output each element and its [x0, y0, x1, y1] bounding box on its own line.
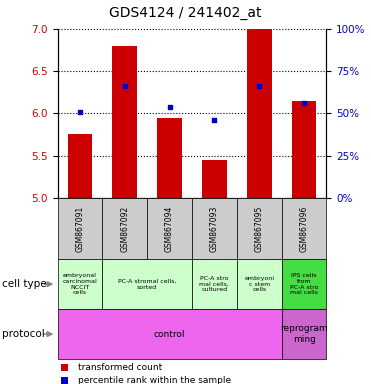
- Bar: [237, 198, 282, 259]
- Bar: [147, 198, 192, 259]
- Text: cell type: cell type: [2, 279, 46, 289]
- Text: PC-A stromal cells,
sorted: PC-A stromal cells, sorted: [118, 279, 176, 290]
- Bar: [282, 259, 326, 309]
- Point: [122, 83, 128, 89]
- Text: embryonal
carcinomal
NCCIT
cells: embryonal carcinomal NCCIT cells: [63, 273, 97, 295]
- Bar: [282, 198, 326, 259]
- Point: [211, 117, 217, 123]
- Text: transformed count: transformed count: [78, 363, 162, 372]
- Point: [256, 83, 262, 89]
- Text: reprogram
ming: reprogram ming: [280, 324, 328, 344]
- Text: PC-A stro
mal cells,
cultured: PC-A stro mal cells, cultured: [200, 276, 229, 293]
- Bar: [102, 259, 192, 309]
- Text: GSM867091: GSM867091: [75, 205, 85, 252]
- Text: control: control: [154, 329, 186, 339]
- Text: GSM867096: GSM867096: [299, 205, 309, 252]
- Bar: [58, 309, 282, 359]
- Bar: [68, 134, 92, 198]
- Point: [301, 100, 307, 106]
- Bar: [292, 101, 316, 198]
- Bar: [247, 29, 272, 198]
- Bar: [58, 259, 102, 309]
- Text: percentile rank within the sample: percentile rank within the sample: [78, 376, 231, 384]
- Text: IPS cells
from
PC-A stro
mal cells: IPS cells from PC-A stro mal cells: [290, 273, 318, 295]
- Bar: [157, 118, 182, 198]
- Text: GDS4124 / 241402_at: GDS4124 / 241402_at: [109, 7, 262, 20]
- Point: [167, 103, 173, 109]
- Bar: [282, 309, 326, 359]
- Text: protocol: protocol: [2, 329, 45, 339]
- Bar: [102, 198, 147, 259]
- Text: GSM867094: GSM867094: [165, 205, 174, 252]
- Bar: [58, 198, 102, 259]
- Bar: [237, 259, 282, 309]
- Text: GSM867093: GSM867093: [210, 205, 219, 252]
- Text: GSM867092: GSM867092: [120, 205, 129, 252]
- Bar: [192, 259, 237, 309]
- Text: embryoni
c stem
cells: embryoni c stem cells: [244, 276, 274, 293]
- Bar: [112, 46, 137, 198]
- Bar: [202, 160, 227, 198]
- Bar: [192, 198, 237, 259]
- Point: [77, 109, 83, 115]
- Text: GSM867095: GSM867095: [255, 205, 264, 252]
